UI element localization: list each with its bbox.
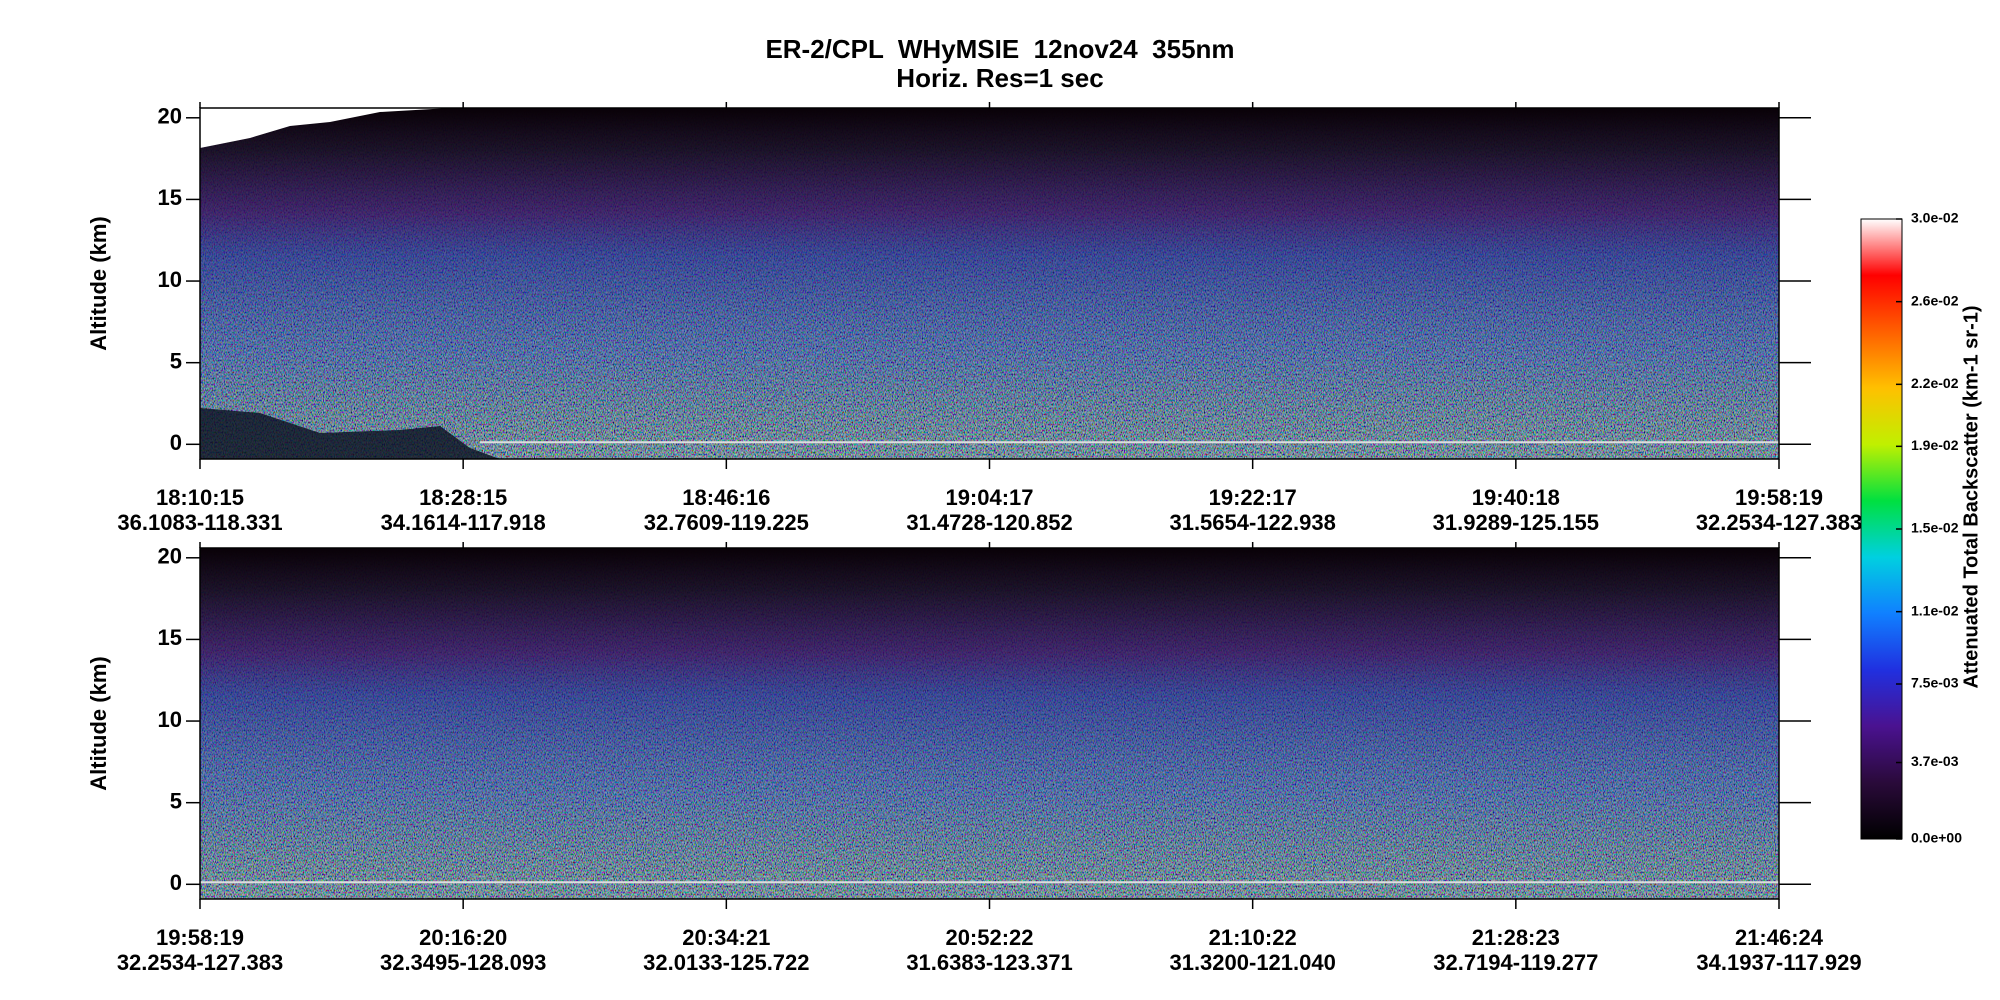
y-axis-label: Altitude (km)	[86, 216, 111, 350]
curtain-noise	[200, 108, 1779, 459]
colorbar-tick-label: 3.0e-02	[1911, 210, 1959, 226]
x-tick-label: 19:58:19	[1735, 485, 1823, 510]
colorbar-tick-label: 2.6e-02	[1911, 292, 1959, 308]
x-tick-label: 19:22:17	[1209, 485, 1297, 510]
colorbar-tick-label: 1.9e-02	[1911, 437, 1959, 453]
x-tick-label: 19:40:18	[1472, 485, 1560, 510]
x-tick-label: 18:28:15	[419, 485, 507, 510]
x-tick-sublabel: 31.4728-120.852	[906, 510, 1072, 535]
x-tick-sublabel: 34.1614-117.918	[381, 510, 546, 535]
x-tick-label: 19:04:17	[945, 485, 1033, 510]
x-tick-label: 20:34:21	[682, 925, 770, 950]
x-tick-sublabel: 32.0133-125.722	[643, 950, 809, 975]
x-tick-label: 20:52:22	[945, 925, 1033, 950]
terrain	[200, 408, 500, 459]
colorbar	[1860, 218, 1903, 840]
curtain-noise	[200, 548, 1779, 899]
x-tick-sublabel: 32.7194-119.277	[1433, 950, 1598, 975]
x-tick-label: 21:28:23	[1472, 925, 1560, 950]
chart-subtitle: Horiz. Res=1 sec	[896, 63, 1103, 93]
x-tick-sublabel: 32.7609-119.225	[644, 510, 809, 535]
x-tick-label: 21:46:24	[1735, 925, 1824, 950]
colorbar-tick-label: 1.5e-02	[1911, 520, 1959, 536]
y-tick-label: 20	[158, 544, 182, 569]
x-tick-sublabel: 31.6383-123.371	[906, 950, 1072, 975]
y-tick-label: 15	[158, 185, 182, 210]
x-tick-sublabel: 31.3200-121.040	[1169, 950, 1335, 975]
y-tick-label: 5	[170, 788, 182, 813]
y-tick-label: 20	[158, 104, 182, 129]
y-tick-label: 0	[170, 430, 182, 455]
y-tick-label: 0	[170, 870, 182, 895]
y-tick-label: 5	[170, 348, 182, 373]
colorbar-tick-label: 3.7e-03	[1911, 753, 1959, 769]
x-tick-label: 18:46:16	[682, 485, 770, 510]
x-tick-sublabel: 31.5654-122.938	[1169, 510, 1335, 535]
x-tick-label: 18:10:15	[156, 485, 244, 510]
x-tick-label: 21:10:22	[1209, 925, 1297, 950]
noise	[200, 548, 1779, 899]
x-tick-sublabel: 32.2534-127.383	[1696, 510, 1862, 535]
x-tick-sublabel: 31.9289-125.155	[1433, 510, 1599, 535]
y-tick-label: 10	[158, 267, 182, 292]
x-tick-sublabel: 32.3495-128.093	[380, 950, 546, 975]
colorbar-tick-label: 2.2e-02	[1911, 375, 1959, 391]
curtain	[200, 548, 1779, 899]
y-axis-label: Altitude (km)	[86, 656, 111, 790]
chart-title: ER-2/CPL WHyMSIE 12nov24 355nm	[765, 34, 1234, 64]
x-tick-label: 19:58:19	[156, 925, 244, 950]
colorbar-tick-label: 7.5e-03	[1911, 675, 1959, 691]
x-tick-label: 20:16:20	[419, 925, 507, 950]
colorbar-tick-label: 1.1e-02	[1911, 602, 1959, 618]
x-tick-sublabel: 34.1937-117.929	[1696, 950, 1861, 975]
x-tick-sublabel: 32.2534-127.383	[117, 950, 283, 975]
y-tick-label: 15	[158, 625, 182, 650]
curtain	[200, 108, 1779, 459]
colorbar-label: Attenuated Total Backscatter (km-1 sr-1)	[1960, 305, 1982, 688]
y-tick-label: 10	[158, 707, 182, 732]
terrain-mask	[200, 108, 450, 148]
colorbar-tick-label: 0.0e+00	[1911, 830, 1962, 846]
x-tick-sublabel: 36.1083-118.331	[117, 510, 282, 535]
noise	[200, 108, 1779, 459]
